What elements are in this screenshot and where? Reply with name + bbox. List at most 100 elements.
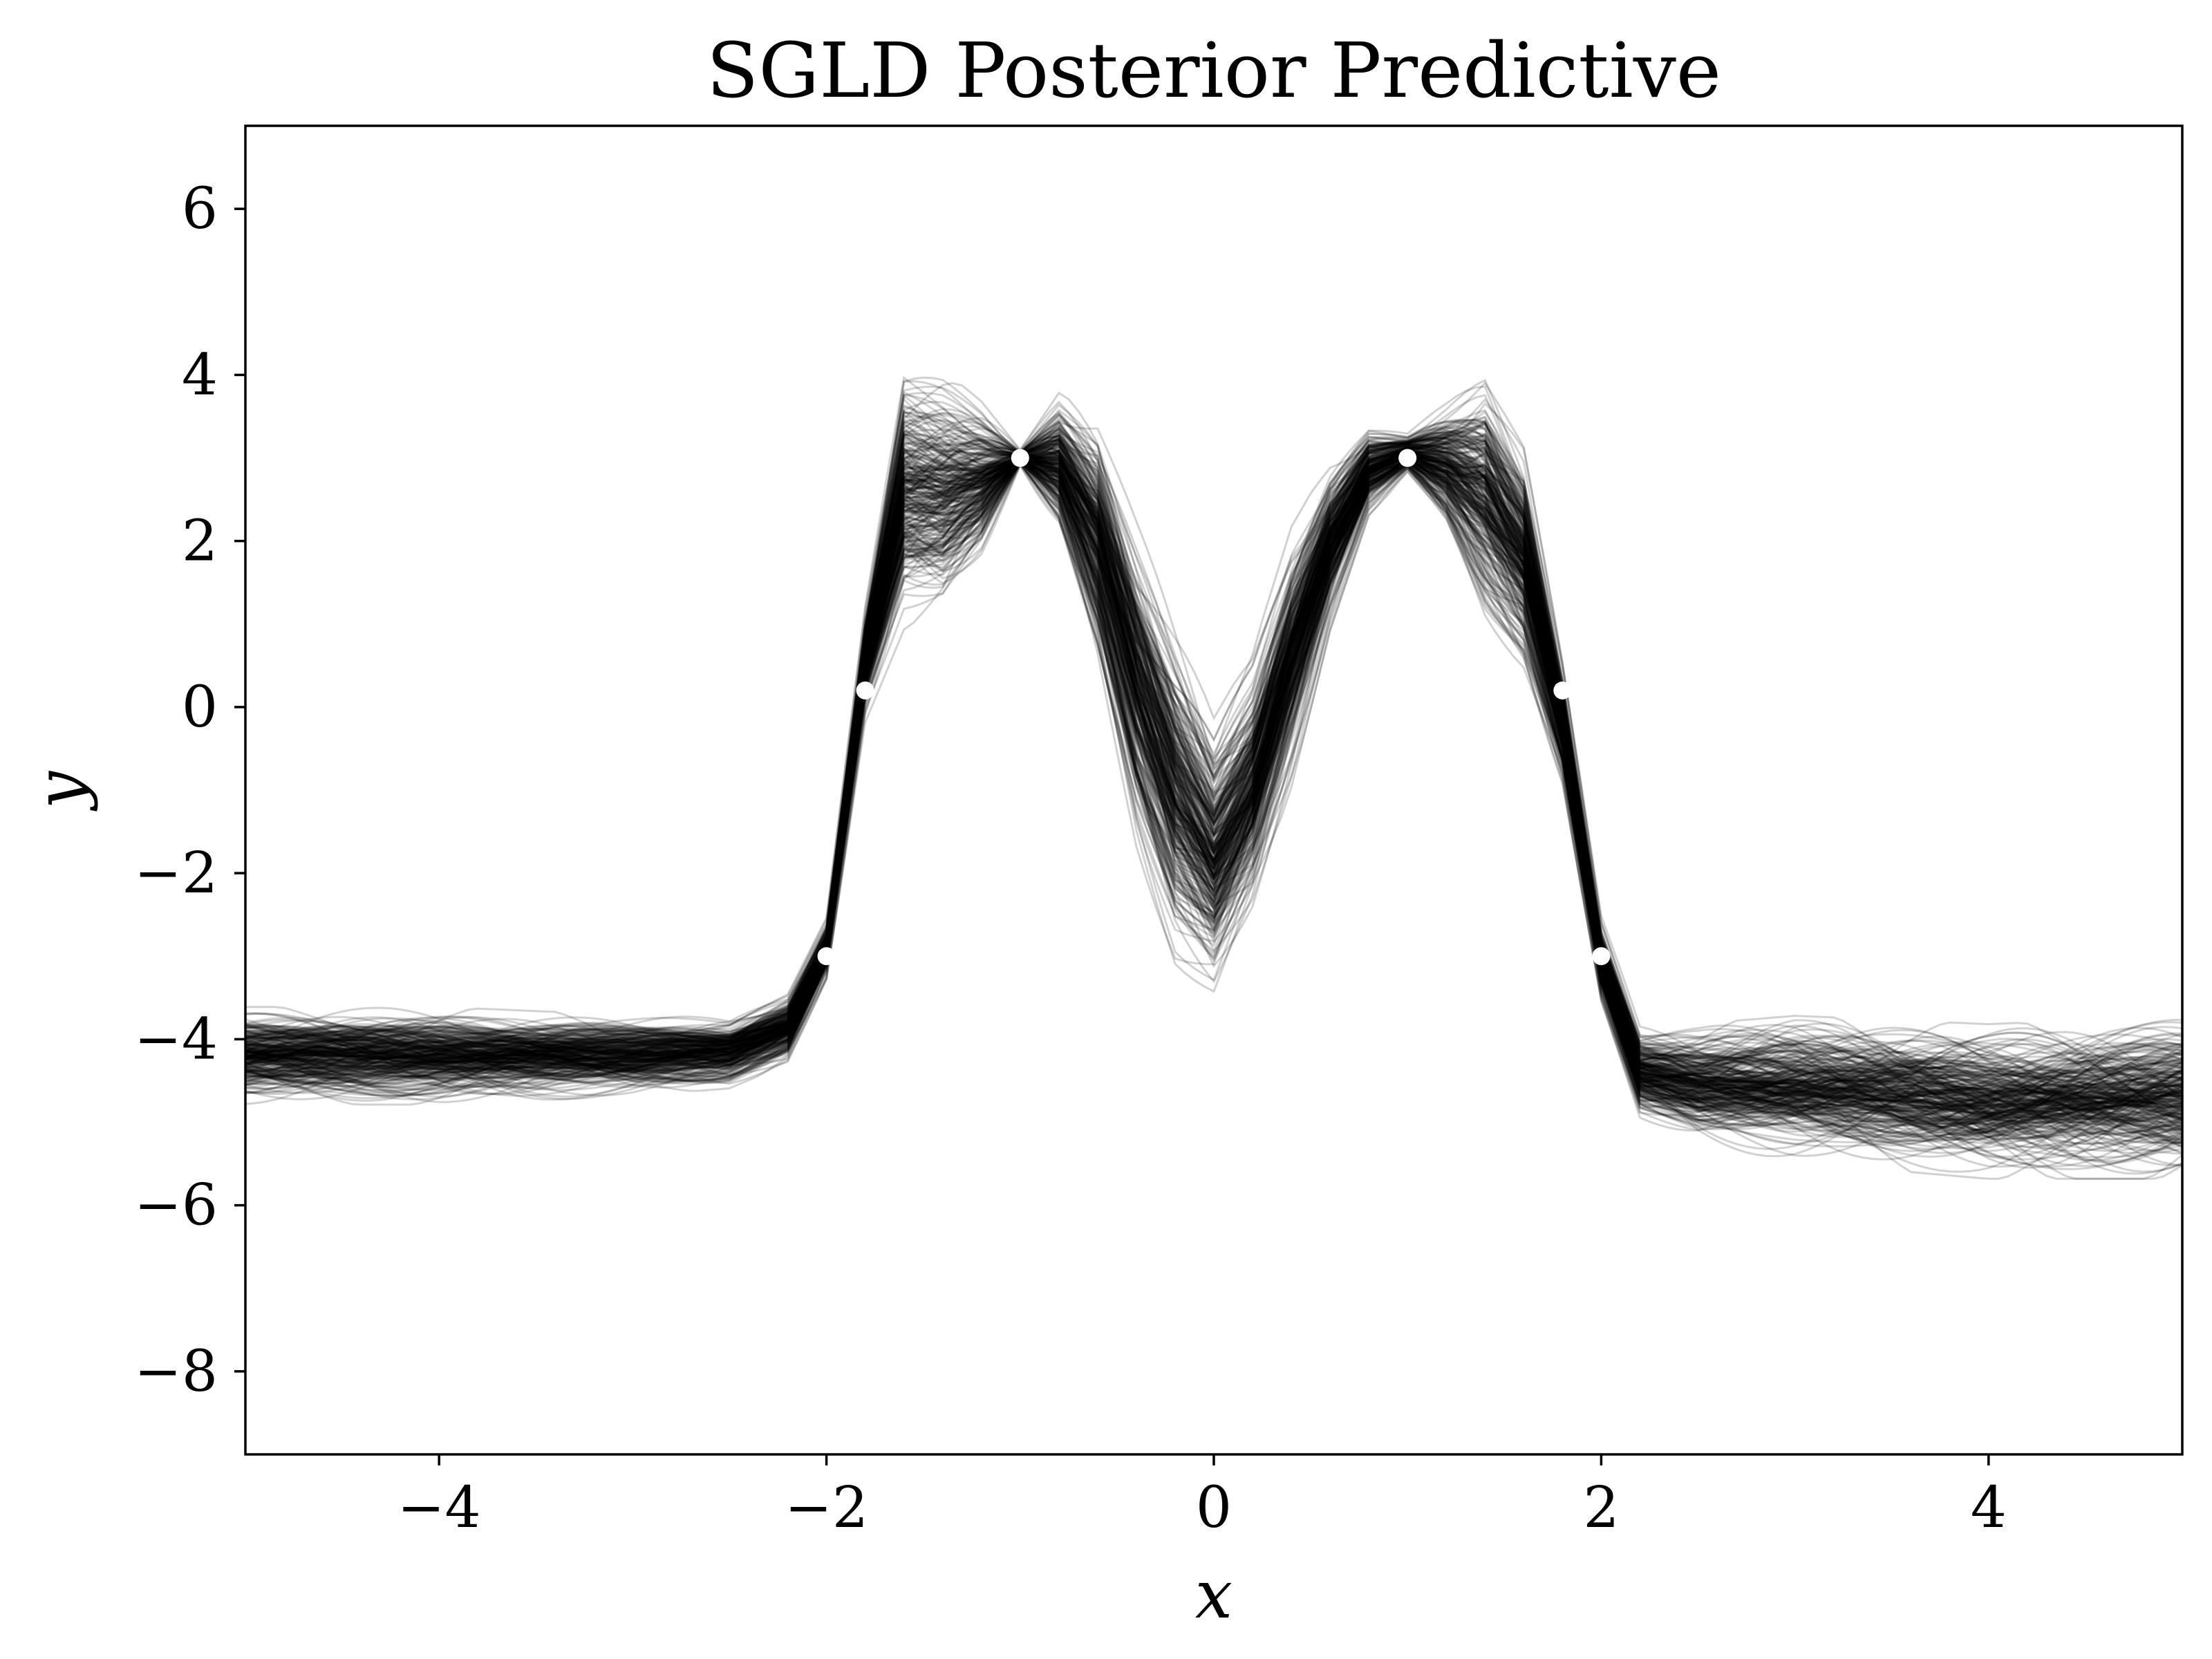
posterior-sample-line — [245, 438, 2183, 1074]
posterior-sample-line — [245, 433, 2183, 1111]
posterior-sample-line — [245, 393, 2183, 1136]
posterior-sample-line — [245, 435, 2183, 1133]
posterior-sample-line — [245, 430, 2183, 1123]
posterior-sample-line — [245, 403, 2183, 1139]
posterior-sample-line — [245, 449, 2183, 1112]
posterior-sample-line — [245, 450, 2183, 1111]
posterior-sample-line — [245, 451, 2183, 1098]
posterior-sample-line — [245, 440, 2183, 1115]
posterior-sample-line — [245, 447, 2183, 1122]
posterior-sample-line — [245, 405, 2183, 1118]
posterior-sample-line — [245, 443, 2183, 1132]
posterior-sample-line — [245, 410, 2183, 1114]
posterior-sample-line — [245, 456, 2183, 1121]
posterior-sample-line — [245, 453, 2183, 1147]
posterior-sample-line — [245, 444, 2183, 1145]
posterior-sample-line — [245, 391, 2183, 1098]
posterior-sample-line — [245, 452, 2183, 1114]
posterior-sample-line — [245, 451, 2183, 1152]
posterior-sample-line — [245, 437, 2183, 1146]
posterior-sample-line — [245, 438, 2183, 1113]
posterior-sample-line — [245, 425, 2183, 1138]
observation-point — [856, 681, 874, 700]
posterior-sample-line — [245, 432, 2183, 1108]
posterior-sample-line — [245, 449, 2183, 1103]
posterior-sample-line — [245, 451, 2183, 1095]
posterior-sample-line — [245, 432, 2183, 1129]
posterior-sample-line — [245, 451, 2183, 1118]
posterior-sample-line — [245, 409, 2183, 1138]
posterior-sample-line — [245, 412, 2183, 1104]
observations — [817, 449, 1611, 966]
posterior-sample-line — [245, 451, 2183, 1170]
posterior-sample-line — [245, 451, 2183, 1173]
posterior-sample-line — [245, 429, 2183, 1108]
posterior-sample-line — [245, 393, 2183, 1143]
posterior-sample-line — [245, 419, 2183, 1130]
posterior-sample-line — [245, 435, 2183, 1096]
posterior-sample-line — [245, 449, 2183, 1095]
posterior-sample-line — [245, 439, 2183, 1158]
posterior-sample-line — [245, 438, 2183, 1180]
observation-point — [1398, 449, 1417, 467]
posterior-sample-line — [245, 452, 2183, 1113]
posterior-sample-line — [245, 460, 2183, 1149]
posterior-sample-line — [245, 458, 2183, 1144]
posterior-sample-line — [245, 453, 2183, 1121]
posterior-sample-line — [245, 456, 2183, 1137]
posterior-sample-line — [245, 450, 2183, 1123]
posterior-sample-line — [245, 426, 2183, 1136]
posterior-sample-line — [245, 443, 2183, 1140]
posterior-sample-line — [245, 437, 2183, 1119]
posterior-sample-line — [245, 438, 2183, 1112]
posterior-sample-line — [245, 420, 2183, 1152]
posterior-sample-line — [245, 434, 2183, 1162]
posterior-sample-line — [245, 449, 2183, 1137]
posterior-sample-line — [245, 456, 2183, 1137]
posterior-sample-line — [245, 438, 2183, 1138]
posterior-sample-line — [245, 454, 2183, 1109]
posterior-sample-line — [245, 457, 2183, 1135]
posterior-sample-line — [245, 450, 2183, 1105]
posterior-sample-line — [245, 449, 2183, 1128]
posterior-sample-line — [245, 451, 2183, 1130]
posterior-sample-line — [245, 409, 2183, 1102]
posterior-sample-line — [245, 437, 2183, 1141]
posterior-sample-line — [245, 413, 2183, 1134]
posterior-sample-line — [245, 452, 2183, 1107]
posterior-sample-line — [245, 423, 2183, 1118]
posterior-sample-line — [245, 404, 2183, 1088]
posterior-sample-line — [245, 443, 2183, 1143]
y-tick-label: −6 — [134, 1173, 218, 1239]
posterior-sample-line — [245, 375, 2183, 1103]
posterior-sample-line — [245, 451, 2183, 1155]
posterior-sample-line — [245, 452, 2183, 1107]
posterior-sample-line — [245, 427, 2183, 1086]
posterior-sample-line — [245, 456, 2183, 1128]
y-axis-label: y — [21, 770, 99, 812]
posterior-sample-line — [245, 427, 2183, 1106]
posterior-sample-line — [245, 442, 2183, 1161]
posterior-sample-line — [245, 454, 2183, 1105]
posterior-sample-line — [245, 459, 2183, 1127]
posterior-sample-line — [245, 457, 2183, 1123]
posterior-sample-line — [245, 448, 2183, 1116]
chart-title: SGLD Posterior Predictive — [706, 26, 1721, 115]
posterior-sample-line — [245, 449, 2183, 1144]
posterior-sample-line — [245, 426, 2183, 1121]
posterior-sample-line — [245, 449, 2183, 1127]
posterior-sample-line — [245, 421, 2183, 1148]
posterior-sample-line — [245, 447, 2183, 1100]
posterior-sample-line — [245, 441, 2183, 1121]
posterior-sample-line — [245, 456, 2183, 1132]
posterior-sample-line — [245, 451, 2183, 1150]
posterior-sample-line — [245, 435, 2183, 1145]
posterior-sample-line — [245, 454, 2183, 1114]
posterior-sample-line — [245, 444, 2184, 1102]
posterior-sample-line — [245, 420, 2183, 1140]
posterior-sample-line — [245, 415, 2183, 1152]
posterior-sample-line — [245, 382, 2183, 1117]
posterior-sample-line — [245, 411, 2183, 1132]
posterior-sample-line — [245, 453, 2183, 1114]
posterior-sample-line — [245, 447, 2183, 1136]
